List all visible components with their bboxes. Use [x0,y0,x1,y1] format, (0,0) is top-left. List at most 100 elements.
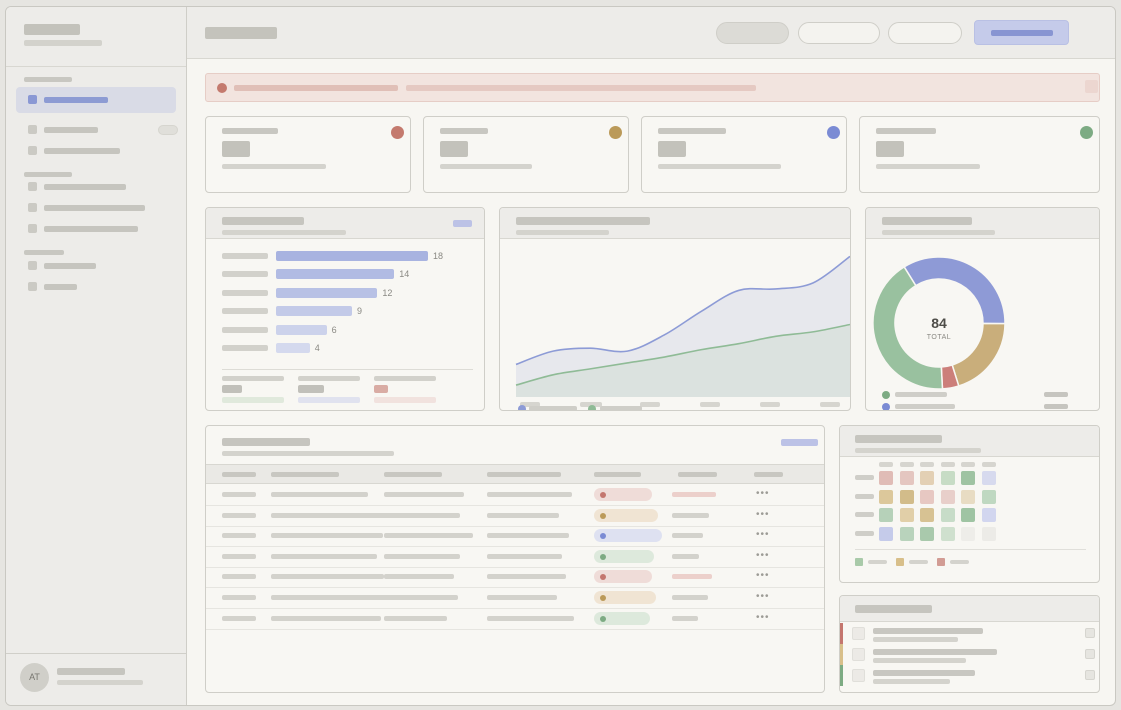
heatmap-cell[interactable] [981,489,996,504]
sidebar-item[interactable] [16,117,178,143]
activity-item[interactable] [840,623,1099,644]
heatmap-cell[interactable] [981,471,996,485]
donut-slice[interactable] [951,322,1006,387]
sidebar-item[interactable] [16,174,176,200]
heatmap-cell[interactable] [920,508,934,522]
activity-icon [852,648,865,661]
close-icon[interactable] [1085,80,1098,93]
row-more-icon[interactable]: ••• [756,488,770,499]
avatar[interactable]: AT [20,663,49,692]
donut-slice[interactable] [872,265,944,390]
sidebar-item[interactable] [16,253,176,279]
summary-label [298,376,360,381]
bar-row[interactable]: 14 [222,269,472,280]
x-tick-label [640,402,660,407]
heatmap-cell[interactable] [899,508,914,522]
sidebar-count-badge [158,125,178,135]
legend-swatch [937,558,945,566]
bar-row[interactable]: 9 [222,306,472,317]
heatmap-cell[interactable] [961,508,975,522]
donut-slice[interactable] [903,256,1006,325]
legend-swatch [882,403,890,410]
column-header[interactable] [754,472,783,477]
column-header[interactable] [594,472,641,477]
sidebar-item[interactable] [16,274,176,300]
table-row[interactable]: ••• [206,485,824,506]
activity-checkbox[interactable] [1085,670,1095,680]
heatmap-cell[interactable] [961,471,975,485]
table-row[interactable]: ••• [206,588,824,609]
summary-value [298,385,324,393]
heatmap-cell[interactable] [879,526,893,541]
sidebar-item-active[interactable] [16,87,176,113]
heatmap-cell[interactable] [899,471,914,485]
heatmap-column-label [940,462,955,467]
sidebar-item[interactable] [16,138,176,164]
column-header[interactable] [222,472,256,477]
row-more-icon[interactable]: ••• [756,611,770,623]
column-header[interactable] [678,472,717,477]
kpi-card[interactable] [641,116,847,193]
heatmap-cell[interactable] [940,526,955,541]
panel-action-link[interactable] [453,220,472,227]
sidebar-item-label [44,284,77,290]
user-profile[interactable]: AT [6,653,186,705]
bar-row[interactable]: 6 [222,324,472,335]
row-more-icon[interactable]: ••• [756,570,770,582]
bar-row[interactable]: 4 [222,343,472,353]
heatmap-cell[interactable] [940,508,955,522]
kpi-card[interactable] [205,116,411,193]
bar-row[interactable]: 18 [222,251,472,261]
heatmap-cell[interactable] [920,471,934,485]
row-more-icon[interactable]: ••• [756,549,770,561]
heatmap-cell[interactable] [961,489,975,504]
table-row[interactable]: ••• [206,526,824,548]
heatmap-cell[interactable] [920,526,934,541]
row-more-icon[interactable]: ••• [756,591,770,602]
heatmap-cell[interactable] [879,471,893,485]
heatmap-cell[interactable] [981,526,996,541]
status-badge [594,591,656,604]
row-more-icon[interactable]: ••• [756,529,770,541]
bar-row[interactable]: 12 [222,287,472,298]
heatmap-cell[interactable] [940,471,955,485]
heatmap-cell[interactable] [899,489,914,504]
kpi-card[interactable] [859,116,1100,193]
heatmap-cell[interactable] [940,489,955,504]
activity-checkbox[interactable] [1085,628,1095,638]
row-more-icon[interactable]: ••• [756,508,770,520]
heatmap-cell[interactable] [981,508,996,522]
table-row[interactable]: ••• [206,506,824,527]
toolbar-button-2[interactable] [798,22,880,44]
table-row[interactable]: ••• [206,567,824,589]
table-row[interactable]: ••• [206,547,824,568]
x-tick-label [520,402,540,407]
table-cell [384,553,460,559]
kpi-caption [222,164,326,169]
bar [276,306,352,317]
kpi-card[interactable] [423,116,629,193]
toolbar-button-1[interactable] [716,22,789,44]
heatmap-cell[interactable] [920,489,934,504]
toolbar-button-3[interactable] [888,22,962,44]
heatmap-cell[interactable] [879,508,893,522]
heatmap-cell[interactable] [961,526,975,541]
column-header[interactable] [384,472,442,477]
heatmap-cell[interactable] [899,526,914,541]
alert-title-placeholder [234,85,398,91]
kpi-status-dot [1080,126,1093,139]
activity-item[interactable] [840,644,1099,665]
table-row[interactable]: ••• [206,609,824,630]
panel-subtitle-placeholder [222,230,346,235]
heatmap-column-label [879,462,893,467]
primary-action-button[interactable] [974,20,1069,45]
activity-item[interactable] [840,665,1099,686]
table-action-link[interactable] [781,439,818,446]
column-header[interactable] [271,472,339,477]
activity-checkbox[interactable] [1085,649,1095,659]
heatmap-cell[interactable] [879,489,893,504]
sidebar-item[interactable] [16,195,176,221]
column-header[interactable] [487,472,561,477]
sidebar-item[interactable] [16,216,176,242]
donut-total-value: 84 [931,315,947,331]
